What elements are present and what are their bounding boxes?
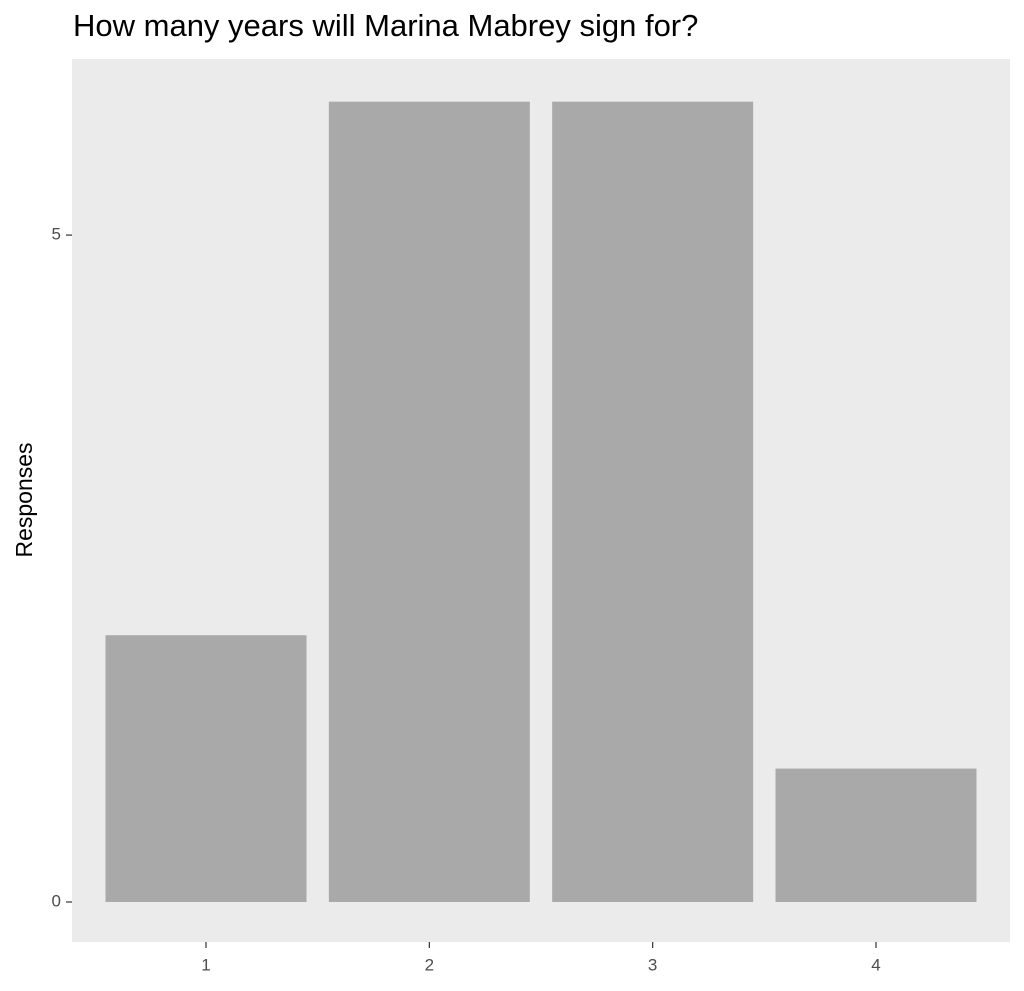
x-tick-label: 1 [201,955,210,974]
y-axis-label: Responses [11,442,37,557]
bar [775,768,977,902]
x-tick-label: 3 [648,955,657,974]
bar [328,101,530,902]
bar [105,635,307,902]
x-tick-label: 2 [425,955,434,974]
x-tick-label: 4 [871,955,880,974]
y-tick-label: 5 [52,225,61,244]
bar [552,101,754,902]
y-tick-label: 0 [52,891,61,910]
chart-title: How many years will Marina Mabrey sign f… [73,8,698,43]
